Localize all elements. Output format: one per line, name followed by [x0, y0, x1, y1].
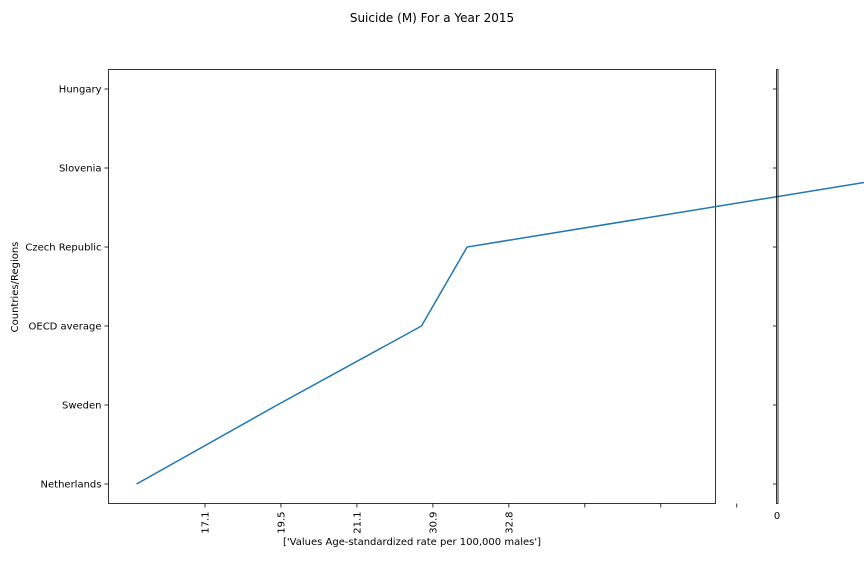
x-tick-label: 21.1 [352, 512, 363, 534]
y-tick-label: OECD average [29, 322, 102, 333]
y-tick-label: Netherlands [41, 480, 102, 491]
x-tick-label: 32.8 [504, 512, 515, 534]
side-axis-tick-label: 0 [774, 511, 780, 522]
y-tick-label: Slovenia [59, 164, 102, 175]
x-axis-label: ['Values Age-standardized rate per 100,0… [283, 537, 541, 548]
y-axis-ticks: Netherlands Sweden OECD average Czech Repub… [25, 85, 109, 491]
side-axis-ticks [773, 88, 777, 485]
y-tick-label: Hungary [59, 85, 102, 96]
side-axis-frame [776, 69, 779, 504]
x-tick-label: 19.5 [276, 512, 287, 534]
chart-title: Suicide (M) For a Year 2015 [350, 11, 514, 25]
y-axis-label: Countries/Regions [10, 242, 21, 333]
series-line [136, 181, 864, 485]
x-tick-label: 17.1 [200, 512, 211, 534]
plot-frame [108, 69, 716, 504]
x-tick-label: 30.9 [428, 512, 439, 534]
y-tick-label: Czech Republic [25, 243, 101, 254]
y-tick-label: Sweden [62, 401, 102, 412]
x-axis-ticks: 17.1 19.5 21.1 30.9 32.8 [200, 503, 738, 534]
